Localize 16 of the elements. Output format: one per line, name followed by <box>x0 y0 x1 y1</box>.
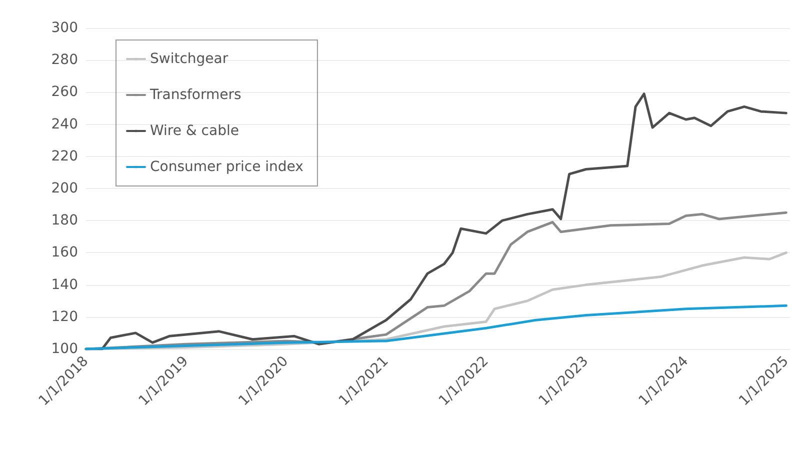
y-tick-label: 200 <box>51 180 78 196</box>
y-tick-label: 260 <box>51 84 78 100</box>
y-tick-label: 140 <box>51 276 78 293</box>
y-tick-label: 280 <box>51 52 78 68</box>
legend-label: Switchgear <box>150 51 228 67</box>
y-tick-label: 300 <box>51 20 78 36</box>
legend-label: Consumer price index <box>150 159 304 175</box>
y-tick-label: 120 <box>51 308 78 325</box>
y-tick-label: 160 <box>51 244 78 261</box>
legend-label: Wire & cable <box>150 123 239 139</box>
y-tick-label: 180 <box>51 212 78 229</box>
y-tick-label: 240 <box>51 116 78 132</box>
y-tick-label: 100 <box>51 341 78 357</box>
legend-label: Transformers <box>149 87 242 103</box>
y-tick-label: 220 <box>51 148 78 164</box>
line-series <box>84 304 788 350</box>
